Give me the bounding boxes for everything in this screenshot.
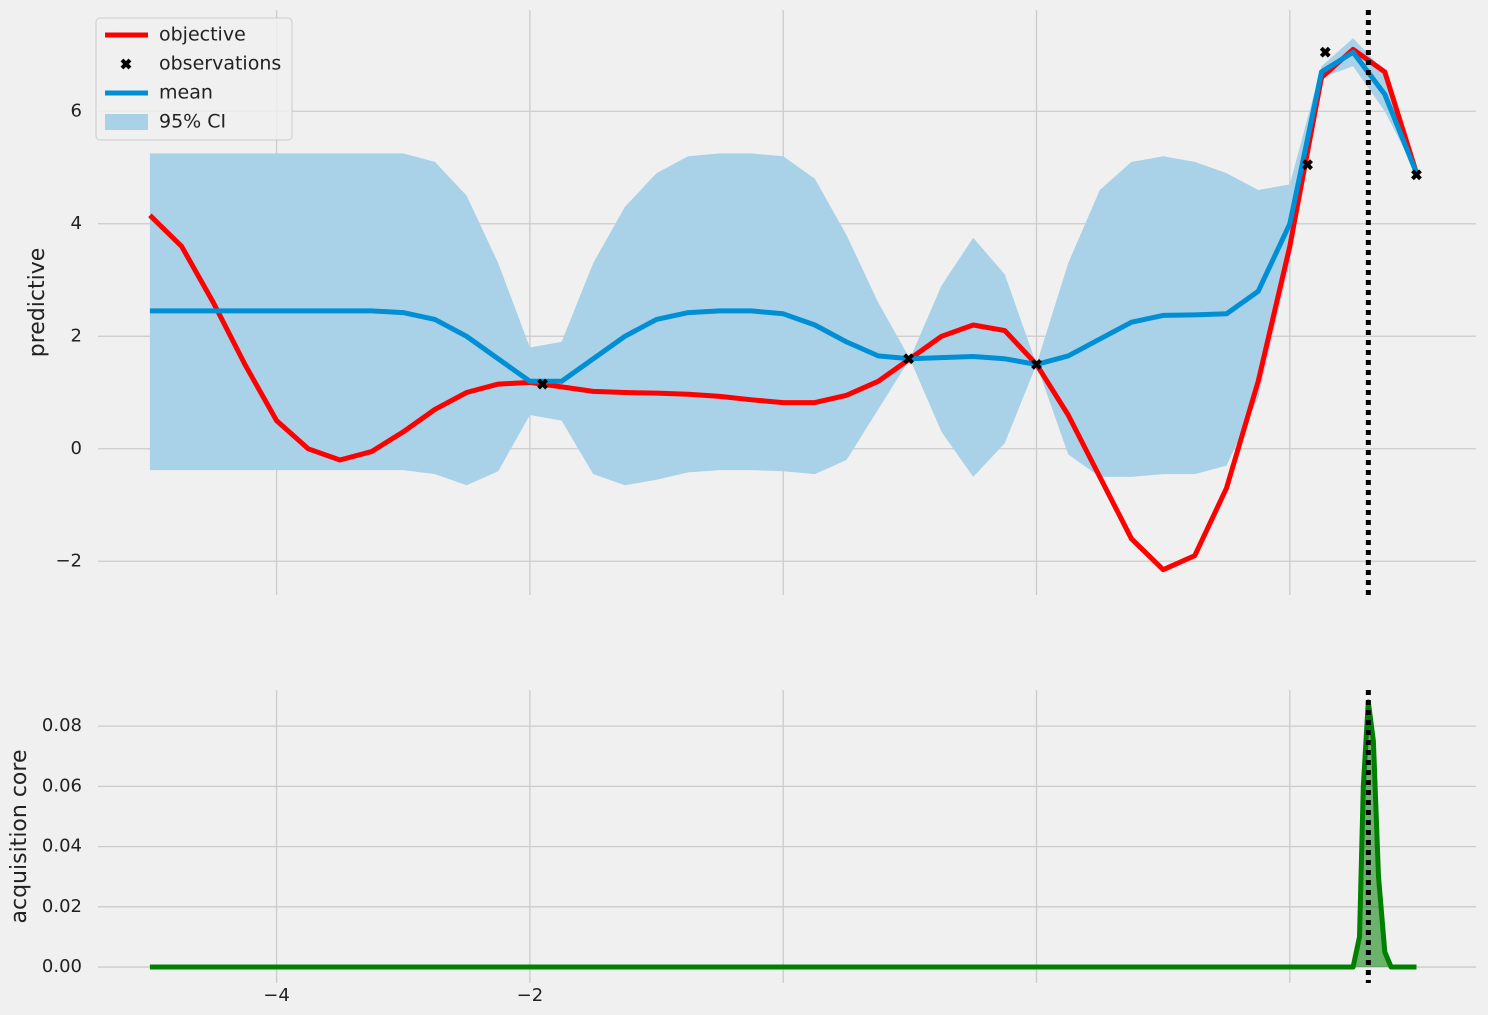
legend: objective observations mean 95% CI [95, 17, 293, 141]
ci-band [149, 38, 1417, 486]
y-axis-label: acquisition core [7, 750, 32, 924]
legend-label: 95% CI [159, 111, 226, 133]
legend-label: objective [159, 24, 246, 46]
series-line [148, 46, 1419, 573]
legend-label: observations [159, 53, 281, 75]
legend-box [95, 17, 293, 141]
observation-marker [1319, 46, 1331, 58]
y-tick-label: 2 [71, 325, 82, 346]
legend-handle [120, 58, 132, 70]
observation-marker [1411, 169, 1422, 181]
observation-marker [1302, 159, 1313, 171]
y-tick-label: 0.08 [42, 715, 82, 736]
x-tick-label: −2 [517, 985, 544, 1006]
y-tick-label: 0.06 [42, 775, 82, 796]
observation-marker [1031, 358, 1042, 370]
y-tick-label: 0.04 [42, 836, 82, 857]
y-tick-label: 4 [71, 213, 82, 234]
y-tick-label: 0 [71, 438, 82, 459]
y-axis-label: predictive [25, 248, 50, 358]
x-tick-label: −4 [263, 985, 290, 1006]
observation-marker [903, 353, 915, 365]
observation-marker [537, 378, 548, 390]
y-tick-label: 6 [71, 100, 82, 121]
acquisition-line [149, 699, 1417, 970]
legend-label: mean [159, 82, 213, 104]
y-tick-label: −2 [55, 550, 82, 571]
y-tick-label: 0.02 [42, 896, 82, 917]
y-tick-label: 0.00 [42, 956, 82, 977]
series-line [149, 49, 1419, 384]
legend-handle [105, 114, 148, 130]
